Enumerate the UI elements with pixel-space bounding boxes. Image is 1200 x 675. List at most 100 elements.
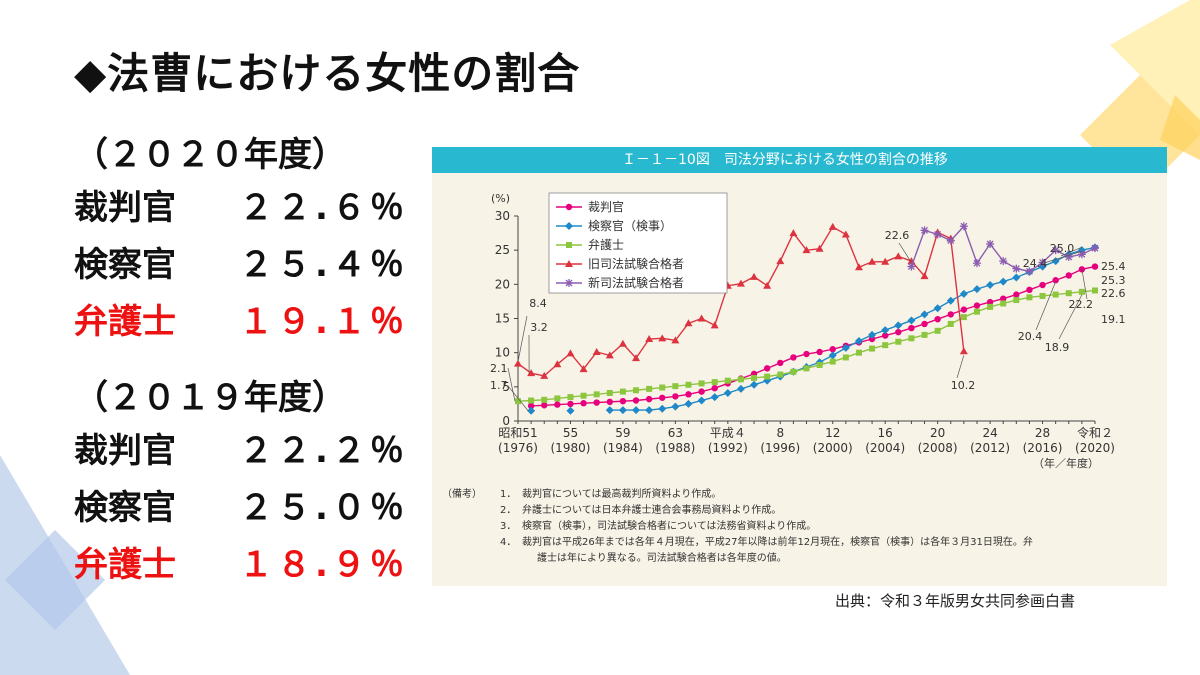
data-point bbox=[972, 285, 981, 294]
x-tick-label: 28 bbox=[1035, 426, 1050, 440]
data-point bbox=[750, 272, 759, 280]
data-point bbox=[606, 398, 613, 406]
data-point bbox=[658, 404, 667, 413]
data-point bbox=[777, 359, 784, 367]
x-tick-year: (2000) bbox=[813, 441, 853, 455]
stat-label: 弁護士 bbox=[74, 302, 176, 342]
x-tick-year: (1980) bbox=[551, 441, 591, 455]
legend-label: 旧司法試験合格者 bbox=[588, 256, 684, 271]
stat-label: 検察官 bbox=[74, 245, 176, 285]
data-point bbox=[566, 406, 575, 415]
data-point bbox=[1091, 263, 1099, 270]
data-point bbox=[947, 311, 954, 318]
data-point bbox=[566, 242, 572, 248]
stat-value: １９.１％ bbox=[239, 302, 408, 342]
data-point bbox=[659, 394, 666, 401]
x-tick-label: 12 bbox=[825, 426, 840, 440]
x-tick-year: (1992) bbox=[708, 441, 748, 455]
data-point bbox=[633, 387, 640, 394]
data-point bbox=[565, 203, 573, 211]
note-item: 3． 検察官（検事），司法試験合格者については法務省資料より作成。 bbox=[442, 519, 816, 535]
data-point bbox=[685, 381, 692, 388]
data-point bbox=[881, 332, 889, 339]
data-point bbox=[553, 360, 562, 368]
data-point bbox=[1052, 291, 1059, 298]
data-point bbox=[736, 279, 745, 287]
data-point bbox=[829, 358, 836, 365]
star-stroke bbox=[565, 279, 573, 287]
data-point bbox=[1025, 267, 1034, 276]
data-label: 25.3 bbox=[1101, 274, 1126, 287]
data-point bbox=[698, 380, 705, 387]
data-point bbox=[618, 339, 627, 347]
data-point bbox=[946, 236, 955, 245]
data-label: 3.2 bbox=[530, 321, 548, 334]
data-point bbox=[1091, 244, 1099, 253]
data-point bbox=[882, 342, 889, 349]
data-point bbox=[1012, 264, 1021, 273]
leader-line bbox=[1035, 281, 1056, 331]
data-point bbox=[790, 368, 797, 375]
data-point bbox=[829, 346, 836, 353]
stats-2020: 裁判官 ２２.６％ 検察官 ２５.４％ 弁護士 １９.１％ bbox=[74, 180, 414, 351]
data-point bbox=[803, 365, 810, 372]
x-tick-label: 59 bbox=[615, 426, 630, 440]
data-point bbox=[816, 361, 823, 368]
data-point bbox=[868, 330, 877, 339]
note-number: 4． bbox=[500, 537, 517, 548]
note-item: 1． 裁判官については最高裁判所資料より作成。 bbox=[442, 487, 787, 503]
data-point bbox=[908, 335, 915, 342]
line-chart: (%) 0 5 10 15 20 25 30 昭和51(1976) 55(1980) 59(1984… bbox=[490, 192, 1126, 470]
data-point bbox=[541, 396, 548, 403]
data-point bbox=[645, 335, 654, 342]
data-point bbox=[697, 396, 706, 405]
data-point bbox=[973, 308, 980, 315]
leader-line bbox=[507, 367, 516, 402]
data-point bbox=[565, 222, 573, 230]
data-point bbox=[580, 392, 587, 399]
data-point bbox=[921, 331, 928, 338]
legend-label: 検察官（検事） bbox=[588, 218, 672, 233]
stat-row: 弁護士 １９.１％ bbox=[74, 294, 414, 351]
y-tick-label: 0 bbox=[502, 414, 510, 428]
data-point bbox=[947, 320, 954, 327]
data-point bbox=[1000, 295, 1007, 302]
data-point bbox=[934, 315, 941, 323]
stat-row: 検察官 ２５.４％ bbox=[74, 237, 414, 294]
note-item: 2． 弁護士については日本弁護士連合会事務局資料より作成。 bbox=[442, 503, 787, 519]
data-point bbox=[723, 388, 732, 397]
data-point bbox=[895, 328, 902, 336]
data-label: 25.0 bbox=[1050, 242, 1075, 255]
data-point bbox=[710, 321, 719, 329]
note-number: 2． bbox=[500, 505, 517, 516]
data-point bbox=[724, 377, 731, 384]
data-point bbox=[1012, 273, 1021, 282]
data-point bbox=[592, 347, 601, 355]
x-tick-year: (1976) bbox=[498, 441, 538, 455]
data-point bbox=[828, 222, 837, 230]
data-point bbox=[751, 374, 758, 381]
leader-line bbox=[1060, 246, 1083, 257]
series-line bbox=[517, 289, 1096, 402]
data-point bbox=[881, 257, 890, 265]
data-point bbox=[672, 383, 679, 390]
star-stroke bbox=[986, 240, 994, 248]
x-tick-label: 24 bbox=[982, 426, 997, 440]
data-point bbox=[894, 252, 903, 260]
data-point bbox=[868, 335, 876, 343]
data-point bbox=[869, 345, 876, 352]
data-point bbox=[854, 263, 863, 271]
star-stroke bbox=[921, 226, 928, 234]
data-point bbox=[554, 401, 561, 408]
data-point bbox=[920, 310, 929, 319]
data-point bbox=[999, 257, 1008, 266]
data-point bbox=[527, 402, 535, 410]
data-point bbox=[789, 229, 798, 237]
data-point bbox=[567, 400, 574, 408]
data-point bbox=[605, 351, 614, 359]
star-stroke bbox=[999, 257, 1007, 265]
data-point bbox=[894, 321, 903, 330]
data-point bbox=[1065, 272, 1072, 279]
data-point bbox=[972, 259, 981, 268]
